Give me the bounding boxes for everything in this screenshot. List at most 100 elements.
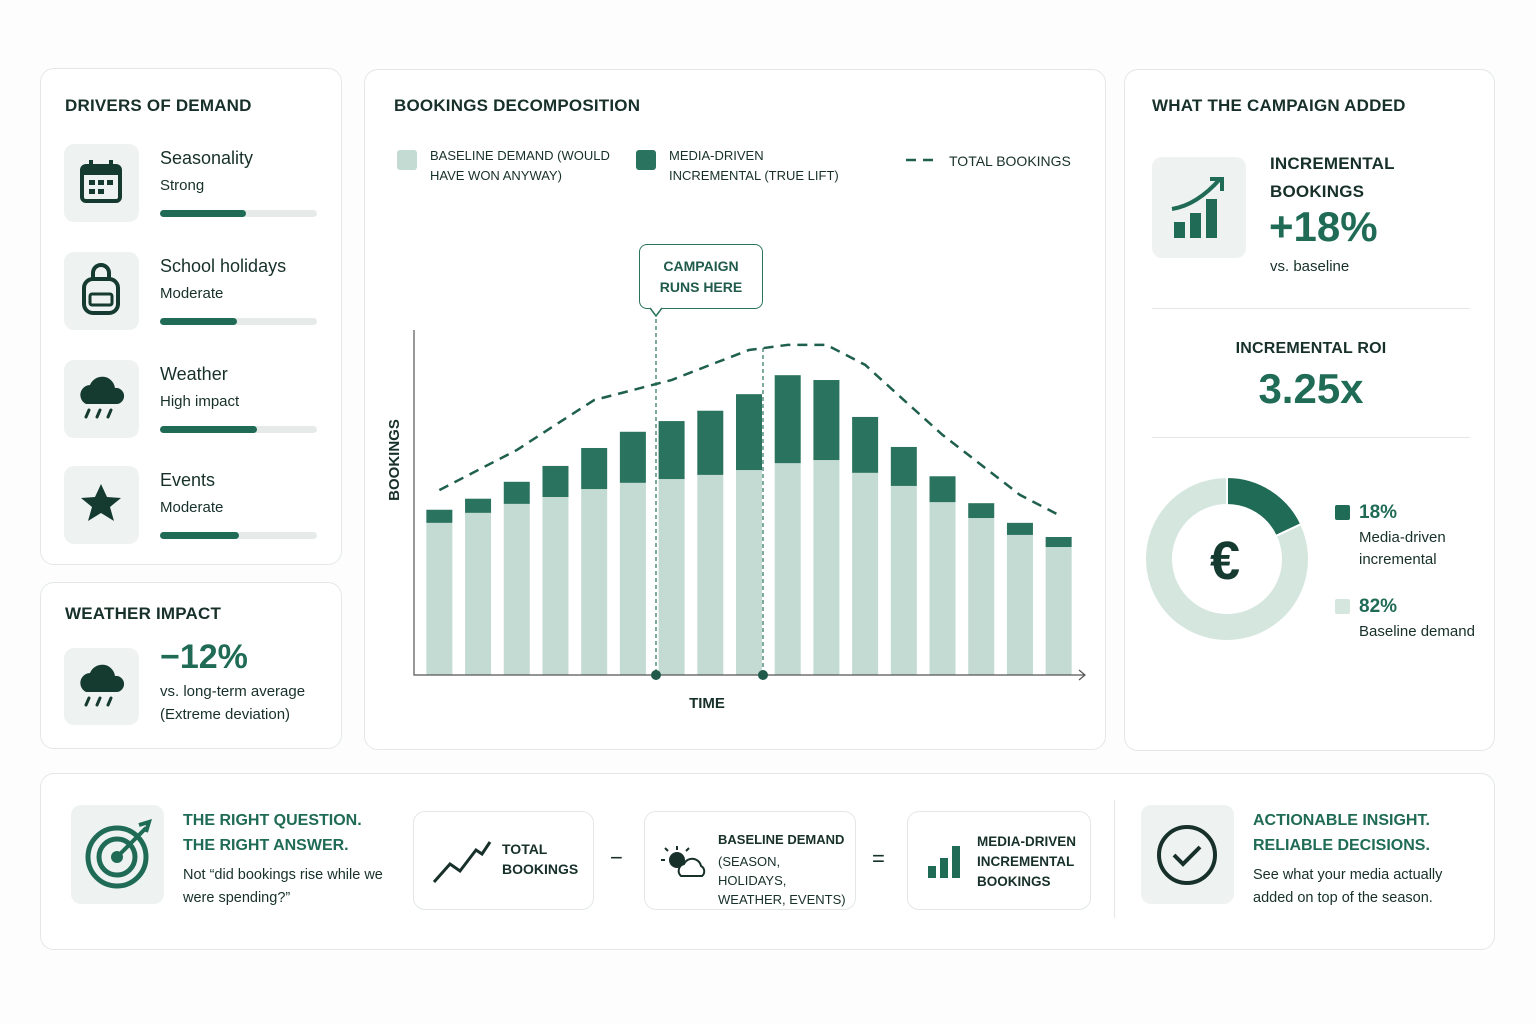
bar-segment: [736, 394, 762, 471]
equation-box: TOTAL BOOKINGS: [413, 811, 594, 910]
legend-label: BASELINE DEMAND (WOULD HAVE WON ANYWAY): [430, 148, 610, 183]
progress-fill: [160, 426, 258, 433]
campaign-dot: [651, 670, 661, 680]
divider: [1114, 800, 1115, 918]
equation-box: BASELINE DEMAND (SEASON, HOLIDAYS, WEATH…: [644, 811, 856, 910]
progress-track: [160, 210, 317, 217]
driver-name: Seasonality: [160, 148, 254, 168]
bar-segment: [619, 431, 646, 483]
legend-swatch: [1335, 505, 1350, 520]
progress-track: [160, 426, 317, 433]
bar-segment: [736, 470, 762, 675]
check-icon: [1157, 825, 1217, 885]
kpi-label: INCREMENTAL BOOKINGS: [1270, 154, 1395, 201]
driver-level: High impact: [160, 393, 240, 410]
legend-swatch: [397, 150, 417, 170]
bar-segment: [1006, 522, 1033, 535]
footer-title: THE RIGHT QUESTION. THE RIGHT ANSWER.: [183, 808, 362, 858]
bar-segment: [619, 482, 646, 675]
title: WHAT THE CAMPAIGN ADDED: [1152, 96, 1406, 115]
weather-icon: [661, 846, 706, 877]
driver-level: Strong: [160, 177, 205, 194]
line-icon: [432, 841, 492, 883]
progress-fill: [160, 318, 237, 325]
bar-segment: [890, 485, 917, 675]
annotation: CAMPAIGN RUNS HERE: [639, 244, 763, 309]
donut-segment: [1144, 475, 1310, 642]
legend-label: Media-driven incremental: [1359, 529, 1446, 568]
legend-swatch: [636, 150, 656, 170]
bar-segment: [929, 502, 956, 675]
bar-segment: [581, 489, 608, 675]
progress-track: [160, 318, 317, 325]
icon: [64, 360, 139, 438]
axis-arrow: [1078, 669, 1086, 681]
title: WEATHER IMPACT: [65, 604, 222, 623]
bar-segment: [658, 421, 685, 480]
icon: [64, 466, 139, 544]
bar-segment: [813, 460, 840, 675]
driver-icon: [80, 160, 122, 203]
icon: [64, 144, 139, 222]
kpi-value: +18%: [1269, 203, 1378, 250]
donut-segment: [1226, 475, 1303, 538]
icon: [64, 252, 139, 330]
bar-segment: [1045, 547, 1072, 675]
bar-segment: [1045, 537, 1072, 548]
weather-value: −12%: [160, 638, 248, 676]
driver-icon: [80, 376, 125, 419]
footer-text: Not “did bookings rise while we were spe…: [183, 867, 383, 906]
equation-term: BASELINE DEMAND: [718, 832, 845, 847]
legend-line: [906, 158, 940, 162]
roi-label: INCREMENTAL ROI: [1235, 340, 1387, 357]
equation-box: MEDIA-DRIVEN INCREMENTAL BOOKINGS: [907, 811, 1091, 910]
equation-term: TOTAL BOOKINGS: [502, 841, 579, 877]
bars-icon: [928, 846, 960, 878]
cloud-icon: [80, 664, 125, 707]
x-axis-label: TIME: [689, 695, 725, 712]
bar-segment: [465, 498, 492, 513]
bar-segment: [697, 410, 724, 475]
operator: −: [610, 845, 623, 870]
bar-segment: [426, 522, 453, 675]
note: (Extreme deviation): [160, 706, 291, 723]
driver-icon: [81, 484, 121, 521]
note: vs. long-term average: [160, 683, 306, 700]
target-icon: [85, 819, 152, 889]
bar-segment: [774, 463, 801, 675]
value-label: 18%: [1359, 502, 1398, 523]
growth-icon: [1171, 177, 1224, 238]
driver-name: Weather: [160, 364, 228, 384]
roi-value: 3.25x: [1258, 365, 1364, 412]
icon: [71, 805, 164, 904]
progress-fill: [160, 210, 247, 217]
bar-segment: [426, 509, 453, 523]
progress-fill: [160, 532, 239, 539]
bar-segment: [697, 474, 724, 675]
bar-segment: [890, 446, 917, 486]
bar-segment: [581, 447, 608, 490]
bar-segment: [465, 512, 492, 675]
equation-term: MEDIA-DRIVEN INCREMENTAL BOOKINGS: [977, 834, 1077, 889]
driver-icon: [82, 263, 120, 315]
axis: [413, 330, 1085, 676]
bar-segment: [852, 472, 879, 675]
bar-segment: [852, 416, 879, 473]
driver-level: Moderate: [160, 499, 224, 516]
line: THE RIGHT QUESTION.: [183, 812, 362, 829]
divider: [1152, 437, 1470, 438]
bar-segment: [658, 479, 685, 675]
equation-detail: (SEASON, HOLIDAYS, WEATHER, EVENTS): [718, 854, 846, 907]
driver-name: School holidays: [160, 256, 287, 276]
bar-segment: [774, 375, 801, 464]
title: DRIVERS OF DEMAND: [65, 96, 252, 115]
campaign-dot: [758, 670, 768, 680]
bar-segment: [968, 518, 995, 675]
value-label: 82%: [1359, 596, 1398, 617]
divider: [1152, 308, 1470, 309]
bar-segment: [542, 496, 569, 675]
line: RELIABLE DECISIONS.: [1253, 837, 1430, 854]
bar-segment: [968, 503, 995, 519]
